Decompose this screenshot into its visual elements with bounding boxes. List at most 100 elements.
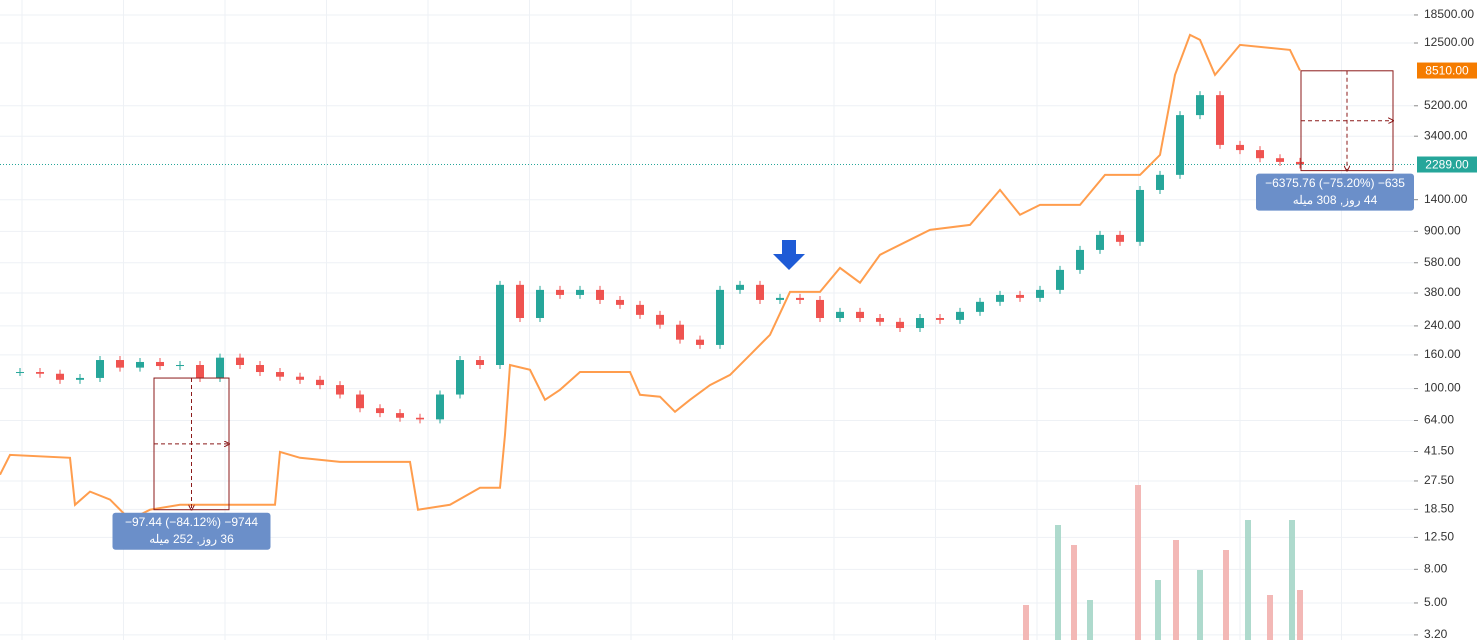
candle <box>116 360 124 368</box>
candle <box>1276 158 1284 162</box>
volume-bar <box>1087 600 1093 640</box>
y-tick-label: 100.00 <box>1424 381 1461 395</box>
arrow-icon <box>773 240 805 270</box>
measure-detail: 36 روز, 252 میله <box>149 532 234 546</box>
candle <box>156 361 164 367</box>
candle <box>276 372 284 377</box>
y-tick-label: 8.00 <box>1424 561 1448 575</box>
candle <box>396 413 404 418</box>
candle <box>1096 234 1104 250</box>
y-tick-label: 580.00 <box>1424 255 1461 269</box>
measure-label: −6375.76 (−75.20%) −635 <box>1265 176 1405 190</box>
volume-bar <box>1223 550 1229 640</box>
volume-bar <box>1197 570 1203 640</box>
volume-bar <box>1297 590 1303 640</box>
candle <box>1056 269 1064 290</box>
price-marker-label: 8510.00 <box>1425 64 1469 78</box>
measure-detail: 44 روز, 308 میله <box>1293 193 1378 207</box>
candle <box>656 314 664 325</box>
y-tick-label: 27.50 <box>1424 473 1454 487</box>
candle <box>876 318 884 322</box>
candle <box>236 357 244 365</box>
candle <box>836 311 844 319</box>
y-tick-label: 18.50 <box>1424 502 1454 516</box>
measure-label: −97.44 (−84.12%) −9744 <box>125 515 258 529</box>
price-marker-label: 2289.00 <box>1425 158 1469 172</box>
price-marker <box>1417 62 1477 79</box>
candle <box>616 299 624 305</box>
candle <box>756 284 764 300</box>
candle <box>896 321 904 329</box>
candle <box>916 318 924 329</box>
candle <box>576 289 584 295</box>
candle <box>1236 144 1244 151</box>
candle <box>36 372 44 374</box>
candle <box>1076 249 1084 270</box>
candle <box>476 360 484 365</box>
candle <box>1296 161 1304 165</box>
volume-bar <box>1289 520 1295 640</box>
candle <box>536 289 544 319</box>
candle <box>416 417 424 420</box>
candle <box>1176 115 1184 175</box>
candle <box>736 284 744 290</box>
candle <box>1216 95 1224 145</box>
candle <box>1256 150 1264 159</box>
candle <box>136 361 144 368</box>
candle <box>596 289 604 300</box>
candle <box>376 408 384 414</box>
volume-bar <box>1173 540 1179 640</box>
candle <box>496 284 504 365</box>
candle <box>636 304 644 315</box>
candle <box>356 394 364 409</box>
candle <box>856 311 864 319</box>
y-tick-label: 18500.00 <box>1424 7 1474 21</box>
candle <box>96 360 104 378</box>
candle <box>956 311 964 320</box>
candle <box>816 299 824 319</box>
annotations: −97.44 (−84.12%) −9744 36 روز, 252 میله −6… <box>112 70 1414 550</box>
y-tick-label: 380.00 <box>1424 285 1461 299</box>
measure-label-bg <box>112 512 271 550</box>
candle <box>1156 174 1164 190</box>
y-tick-label: 12500.00 <box>1424 35 1474 49</box>
y-tick-label: 1400.00 <box>1424 192 1468 206</box>
plot-area <box>0 33 1414 640</box>
y-tick-label: 160.00 <box>1424 347 1461 361</box>
y-tick-label: 900.00 <box>1424 223 1461 237</box>
volume-bar <box>1245 520 1251 640</box>
candle <box>256 364 264 373</box>
candle <box>696 339 704 345</box>
candle <box>976 301 984 312</box>
volume-bar <box>1155 580 1161 640</box>
price-marker <box>1417 156 1477 173</box>
y-tick-label: 5200.00 <box>1424 98 1468 112</box>
grid <box>0 0 1414 640</box>
y-tick-label: 41.50 <box>1424 444 1454 458</box>
candle <box>1116 234 1124 242</box>
candle <box>1196 95 1204 116</box>
volume-bar <box>1071 545 1077 640</box>
y-tick-label: 3.20 <box>1424 627 1448 640</box>
candle <box>56 373 64 380</box>
candle <box>316 379 324 386</box>
volume-bar <box>1135 485 1141 640</box>
candle <box>436 394 444 420</box>
y-tick-label: 240.00 <box>1424 318 1461 332</box>
candle <box>936 318 944 320</box>
candle <box>556 289 564 295</box>
compare-line <box>0 33 1301 521</box>
y-tick-label: 64.00 <box>1424 413 1454 427</box>
candle <box>676 324 684 340</box>
candle <box>716 289 724 345</box>
candle <box>336 385 344 395</box>
y-tick-label: 12.50 <box>1424 530 1454 544</box>
candle <box>196 364 204 378</box>
candle <box>1036 289 1044 298</box>
y-tick-label: 3400.00 <box>1424 128 1468 142</box>
candle <box>296 376 304 380</box>
candle <box>176 364 184 367</box>
candle <box>1136 189 1144 242</box>
axis: 18500.00 12500.00 5200.00 3400.00 1400.00 900… <box>1414 7 1477 640</box>
